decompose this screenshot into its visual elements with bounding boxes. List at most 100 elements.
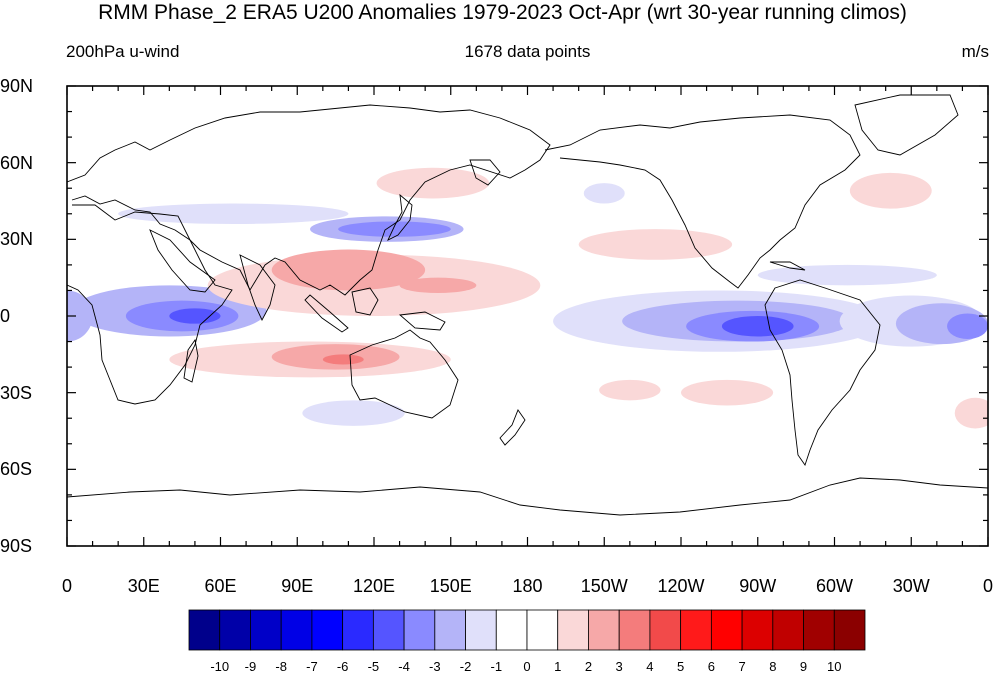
madagascar-coastline: [183, 338, 199, 383]
colorbar-swatch: [434, 609, 466, 651]
colorbar-tick-label: 9: [799, 659, 808, 674]
colorbar-tick-label: 1: [554, 659, 562, 674]
lon-tick-label: 90W: [739, 576, 777, 596]
colorbar-tick-label: -8: [275, 659, 287, 674]
lon-tick-label: 150E: [429, 576, 472, 596]
map-title: RMM Phase_2 ERA5 U200 Anomalies 1979-202…: [98, 1, 907, 24]
anomaly-contour-25: [849, 172, 932, 209]
colorbar-tick-label: 7: [738, 659, 746, 674]
colorbar-swatch: [311, 609, 344, 651]
lat-tick-label: 30S: [0, 382, 33, 403]
colorbar-swatch: [649, 609, 682, 651]
colorbar-tick-label: -6: [336, 659, 349, 674]
lon-tick-label: 60W: [815, 576, 853, 596]
colorbar-swatch: [588, 609, 620, 651]
lon-tick-label: 0: [61, 576, 72, 596]
colorbar-tick-label: 0: [523, 659, 531, 674]
anomaly-contour-14: [947, 313, 988, 339]
colorbar-tick-label: 3: [615, 659, 623, 674]
antarctica-coastline: [67, 477, 988, 516]
japan-coastline: [387, 193, 413, 241]
colorbar-tick-label: 8: [769, 659, 777, 674]
anomaly-contour-16: [302, 400, 405, 426]
lon-tick-label: 30W: [892, 576, 930, 596]
new-zealand-coastline: [499, 409, 526, 446]
coastlines: [67, 94, 988, 516]
anomaly-contour-11: [721, 316, 794, 337]
colorbar-swatch: [710, 609, 743, 651]
india-coastline: [239, 254, 276, 322]
colorbar-swatch: [680, 609, 712, 651]
anomaly-contour-27: [681, 379, 774, 406]
anomaly-contour-26: [599, 379, 661, 401]
colorbar-tick-label: -5: [367, 659, 380, 674]
lat-tick-label: 60S: [0, 459, 33, 480]
colorbar-tick-label: -2: [459, 659, 472, 674]
anomaly-contour-6: [583, 183, 625, 204]
lat-tick-label: 90N: [0, 76, 34, 96]
colorbar-tick-label: -3: [429, 659, 441, 674]
axis-ticks: [66, 85, 989, 547]
anomaly-contour-5: [338, 221, 451, 237]
colorbar-swatch: [280, 609, 313, 651]
new-guinea-coastline: [398, 311, 446, 331]
colorbar-tick-label: -7: [306, 659, 318, 674]
lat-tick-label: 60N: [0, 152, 34, 173]
africa-coastline: [67, 204, 233, 405]
cuba-coastline: [769, 261, 806, 271]
anomaly-contour-7: [118, 203, 349, 224]
lon-tick-label: 90E: [281, 576, 314, 596]
lon-tick-label: 120E: [352, 576, 396, 596]
anomaly-contour-22: [322, 354, 364, 365]
arabian-peninsula-coastline: [149, 229, 216, 293]
lon-tick-label: 30E: [127, 576, 160, 596]
lon-tick-label: 150W: [580, 576, 628, 596]
data-points-label: 1678 data points: [464, 42, 591, 61]
colorbar-tick-label: -4: [398, 659, 410, 674]
colorbar-swatch: [803, 609, 835, 651]
colorbar: [188, 609, 866, 651]
colorbar-swatch: [403, 609, 436, 651]
lon-tick-label: 60E: [204, 576, 237, 596]
anomaly-contour-24: [578, 229, 733, 260]
colorbar-swatch: [618, 609, 651, 651]
colorbar-swatch: [372, 609, 405, 651]
sumatra-coastline: [304, 294, 349, 333]
anomaly-contour-2: [169, 308, 221, 324]
colorbar-swatch: [833, 609, 866, 651]
colorbar-swatch: [526, 609, 559, 651]
lat-tick-label: 0: [0, 306, 11, 326]
colorbar-tick-label: 10: [827, 659, 842, 674]
colorbar-tick-label: 4: [646, 659, 654, 674]
greenland-coastline: [854, 94, 959, 156]
australia-coastline: [349, 329, 459, 419]
colorbar-tick-label: 2: [584, 659, 593, 674]
colorbar-swatch: [741, 609, 774, 651]
anomaly-contour-18: [271, 249, 426, 291]
colorbar-tick-label: -1: [490, 659, 503, 674]
variable-label: 200hPa u-wind: [66, 42, 180, 61]
colorbar-swatch: [342, 609, 374, 651]
lat-tick-label: 30N: [0, 229, 34, 250]
north-america-coastline: [544, 114, 861, 289]
colorbar-swatch: [465, 609, 497, 651]
colorbar-tick-label: -9: [244, 659, 257, 674]
kamchatka-coastline: [469, 159, 501, 186]
anomaly-contour-28: [954, 397, 988, 429]
units-label: m/s: [961, 42, 989, 61]
anomaly-contour-15: [757, 264, 937, 286]
colorbar-swatch: [772, 609, 804, 651]
colorbar-swatch: [557, 609, 589, 651]
lon-tick-label: 120W: [657, 576, 705, 596]
lon-tick-label: 0: [982, 576, 993, 596]
borneo-coastline: [351, 287, 379, 316]
colorbar-swatch: [188, 609, 221, 651]
south-america-coastline: [764, 279, 881, 466]
colorbar-swatch: [495, 609, 528, 651]
colorbar-tick-label: -10: [210, 659, 230, 674]
colorbar-tick-label: 5: [677, 659, 685, 674]
eurasia-coastline: [67, 104, 551, 296]
anomaly-contour-19: [399, 277, 477, 294]
lon-tick-label: 180: [512, 576, 543, 596]
